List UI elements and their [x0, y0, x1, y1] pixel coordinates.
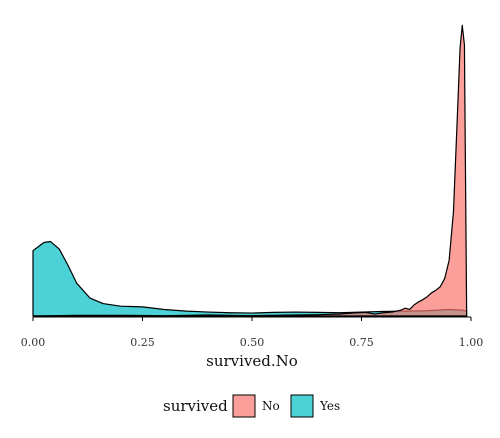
series-layer	[32, 24, 468, 317]
x-tick-label: 0.75	[349, 336, 374, 349]
x-tick-label: 0.00	[21, 336, 46, 349]
legend-key-yes	[290, 394, 314, 418]
density-area-no	[32, 24, 468, 317]
x-axis-title: survived.No	[206, 352, 298, 370]
density-area-yes	[32, 240, 468, 317]
x-tick-label: 1.00	[459, 336, 484, 349]
legend-label-no: No	[262, 399, 280, 413]
x-tick-label: 0.50	[240, 336, 265, 349]
legend-label-yes: Yes	[319, 399, 340, 413]
x-axis: 0.00 0.25 0.50 0.75 1.00	[21, 316, 484, 349]
legend-key-no	[232, 394, 256, 418]
x-tick-label: 0.25	[130, 336, 155, 349]
legend-title: survived	[163, 397, 228, 415]
legend: survived No Yes	[163, 394, 340, 418]
